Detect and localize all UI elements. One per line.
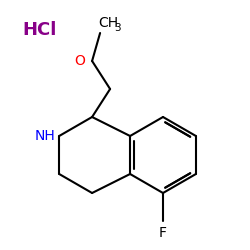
Text: O: O	[75, 54, 86, 68]
Text: NH: NH	[35, 129, 56, 143]
Text: F: F	[159, 226, 167, 240]
Text: HCl: HCl	[22, 21, 56, 39]
Text: CH: CH	[98, 16, 118, 30]
Text: 3: 3	[114, 23, 121, 33]
